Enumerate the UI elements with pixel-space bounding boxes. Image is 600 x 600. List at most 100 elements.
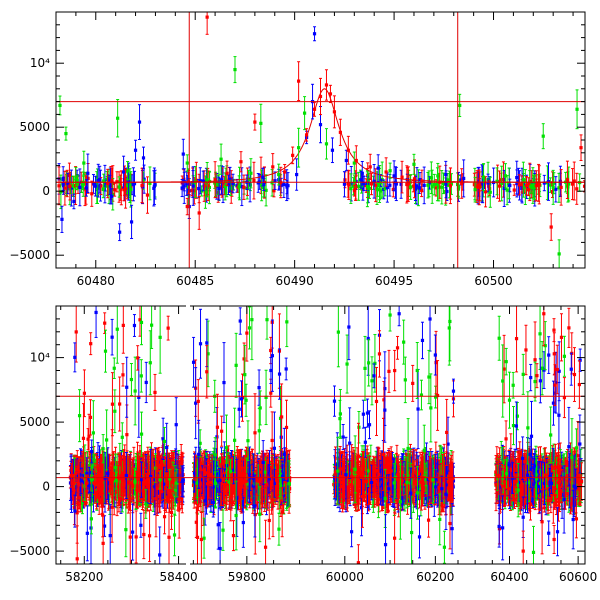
outlier-point bbox=[124, 473, 128, 478]
outlier-point bbox=[139, 374, 143, 378]
data-point-series-2 bbox=[124, 187, 128, 191]
baseline-point bbox=[372, 179, 376, 183]
data-point-series-2 bbox=[283, 170, 287, 174]
baseline-point bbox=[173, 488, 177, 493]
baseline-point bbox=[100, 486, 104, 491]
baseline-point bbox=[429, 176, 433, 180]
baseline-point bbox=[166, 481, 170, 486]
outlier-point bbox=[132, 323, 137, 328]
outlier-point bbox=[91, 431, 95, 435]
baseline-point bbox=[422, 183, 426, 187]
baseline-point bbox=[85, 471, 89, 475]
baseline-point bbox=[550, 189, 555, 194]
data-point-series-1 bbox=[551, 185, 555, 189]
outlier-point bbox=[88, 415, 93, 419]
baseline-point bbox=[229, 186, 233, 190]
data-point-series-2 bbox=[271, 165, 275, 169]
data-point-series-2 bbox=[213, 178, 217, 182]
baseline-point bbox=[246, 177, 251, 182]
baseline-point bbox=[69, 473, 74, 478]
baseline-point bbox=[495, 179, 499, 183]
baseline-point bbox=[488, 190, 492, 194]
outlier-point bbox=[131, 530, 135, 534]
data-point-series-0 bbox=[295, 172, 299, 177]
baseline-point bbox=[106, 471, 110, 476]
data-point-series-2 bbox=[559, 185, 563, 189]
data-point-series-0 bbox=[318, 123, 323, 127]
data-point-series-0 bbox=[231, 181, 235, 186]
data-point-series-1 bbox=[277, 172, 281, 177]
outlier-point bbox=[114, 465, 118, 469]
baseline-point bbox=[113, 188, 117, 192]
baseline-point bbox=[449, 182, 454, 186]
outlier-point bbox=[74, 330, 78, 334]
data-point-series-1 bbox=[481, 175, 486, 179]
outlier-point bbox=[102, 524, 107, 528]
baseline-point bbox=[169, 480, 173, 484]
baseline-point bbox=[117, 477, 121, 481]
baseline-point bbox=[361, 186, 365, 190]
data-point-series-2 bbox=[225, 171, 229, 175]
baseline-point bbox=[194, 178, 198, 182]
data-point-series-1 bbox=[82, 161, 86, 165]
baseline-point bbox=[81, 474, 85, 478]
baseline-point bbox=[99, 478, 103, 483]
data-point-series-1 bbox=[436, 174, 440, 178]
baseline-point bbox=[203, 186, 207, 190]
data-point-series-0 bbox=[191, 184, 195, 188]
outlier-point bbox=[157, 457, 161, 461]
data-point-series-1 bbox=[74, 176, 78, 180]
baseline-point bbox=[141, 179, 145, 183]
baseline-point bbox=[264, 188, 268, 192]
baseline-point bbox=[132, 182, 137, 186]
data-point-series-1 bbox=[116, 116, 120, 120]
data-point-series-1 bbox=[185, 161, 189, 165]
baseline-point bbox=[388, 183, 392, 187]
top-x-tick-label: 60485 bbox=[176, 274, 214, 288]
baseline-point bbox=[101, 187, 105, 192]
data-point-series-1 bbox=[64, 132, 68, 136]
baseline-point bbox=[508, 183, 512, 188]
data-point-series-2 bbox=[324, 83, 329, 87]
baseline-point bbox=[374, 183, 378, 187]
data-point-series-0 bbox=[110, 194, 114, 198]
outlier-point bbox=[172, 533, 177, 537]
baseline-point bbox=[216, 183, 220, 187]
outlier-point bbox=[133, 389, 137, 393]
baseline-point bbox=[228, 177, 232, 181]
baseline-point bbox=[488, 186, 492, 190]
baseline-point bbox=[501, 177, 506, 182]
data-point-series-0 bbox=[181, 152, 185, 156]
baseline-point bbox=[71, 184, 76, 188]
baseline-point bbox=[282, 182, 286, 187]
baseline-point bbox=[427, 181, 432, 185]
outlier-point bbox=[110, 335, 114, 339]
data-point-series-1 bbox=[388, 169, 392, 173]
data-point-series-2 bbox=[368, 165, 372, 169]
chart_data.0-y-tick-label: −5000 bbox=[9, 248, 50, 262]
data-point-series-1 bbox=[259, 121, 263, 125]
baseline-point bbox=[272, 189, 276, 193]
baseline-point bbox=[142, 177, 146, 181]
baseline-point bbox=[417, 186, 421, 190]
baseline-point bbox=[104, 478, 108, 483]
baseline-point bbox=[161, 482, 166, 486]
baseline-point bbox=[346, 182, 350, 186]
bottom-plot-area bbox=[68, 306, 584, 564]
baseline-point bbox=[557, 186, 561, 190]
baseline-point bbox=[74, 471, 78, 475]
data-point-series-2 bbox=[304, 133, 309, 137]
baseline-point bbox=[180, 186, 184, 190]
data-point-series-2 bbox=[384, 170, 388, 174]
baseline-point bbox=[286, 184, 290, 188]
baseline-point bbox=[118, 482, 123, 486]
baseline-point bbox=[376, 188, 380, 192]
data-point-series-0 bbox=[330, 148, 335, 152]
outlier-point bbox=[113, 409, 117, 413]
baseline-point bbox=[572, 179, 576, 183]
baseline-point bbox=[110, 179, 114, 183]
data-point-series-2 bbox=[537, 183, 541, 187]
baseline-point bbox=[93, 474, 97, 479]
baseline-point bbox=[121, 471, 126, 475]
data-point-series-2 bbox=[328, 92, 333, 96]
